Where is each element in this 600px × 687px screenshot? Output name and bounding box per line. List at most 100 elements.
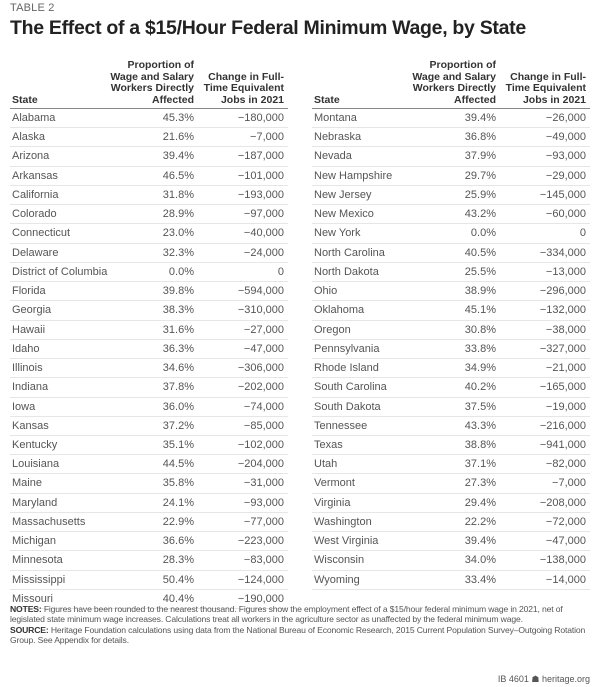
proportion-cell: 29.7% xyxy=(464,169,496,182)
state-cell: Wisconsin xyxy=(314,554,365,567)
proportion-cell: 28.3% xyxy=(162,554,194,567)
table-row: South Dakota 37.5% −19,000 xyxy=(312,398,590,417)
header-state: State xyxy=(314,93,340,106)
proportion-cell: 33.4% xyxy=(464,573,496,586)
change-cell: −7,000 xyxy=(250,131,284,144)
proportion-cell: 35.1% xyxy=(162,438,194,451)
state-cell: Montana xyxy=(314,112,357,124)
state-cell: Missouri xyxy=(12,592,53,605)
proportion-cell: 32.3% xyxy=(162,246,194,259)
header-line: Change in Full- xyxy=(208,70,284,83)
state-cell: Colorado xyxy=(12,208,57,221)
state-cell: Alaska xyxy=(12,131,46,144)
change-cell: 0 xyxy=(277,265,284,278)
table-body: Montana 39.4% −26,000 Nebraska 36.8% −49,000 N… xyxy=(312,109,590,590)
table-header: State Proportion of Wage and Salary Work… xyxy=(312,59,590,109)
proportion-cell: 30.8% xyxy=(464,323,496,336)
state-cell: New Jersey xyxy=(314,188,372,201)
change-cell: −93,000 xyxy=(545,150,586,163)
proportion-cell: 45.3% xyxy=(162,112,194,124)
change-cell: −941,000 xyxy=(539,438,586,451)
change-cell: −310,000 xyxy=(237,304,284,317)
state-cell: Arizona xyxy=(12,150,50,163)
state-cell: Virginia xyxy=(314,496,351,509)
header-line: Wage and Salary xyxy=(110,70,194,83)
report-id: IB 4601 xyxy=(497,674,529,684)
table-row: Idaho 36.3% −47,000 xyxy=(10,340,288,360)
table-row: New Mexico 43.2% −60,000 xyxy=(312,205,590,225)
table-row: New York 0.0% 0 xyxy=(312,224,590,244)
table-left: State Proportion of Wage and Salary Work… xyxy=(10,59,288,610)
change-cell: −60,000 xyxy=(545,208,586,221)
source-label: SOURCE: xyxy=(10,624,49,635)
state-cell: South Carolina xyxy=(314,381,387,394)
table-row: New Jersey 25.9% −145,000 xyxy=(312,186,590,206)
state-cell: Ohio xyxy=(314,285,338,298)
proportion-cell: 39.4% xyxy=(162,150,194,163)
change-cell: −327,000 xyxy=(539,342,586,355)
proportion-cell: 37.8% xyxy=(162,381,194,394)
proportion-cell: 23.0% xyxy=(162,227,194,240)
table-row: Washington 22.2% −72,000 xyxy=(312,513,590,533)
site-link: heritage.org xyxy=(541,674,590,684)
table-row: Mississippi 50.4% −124,000 xyxy=(10,571,288,590)
change-cell: −101,000 xyxy=(237,169,284,182)
state-cell: South Dakota xyxy=(314,400,381,413)
header-line: Workers Directly xyxy=(412,82,496,94)
change-cell: −306,000 xyxy=(237,362,284,375)
table-row: New Hampshire 29.7% −29,000 xyxy=(312,167,590,186)
notes-text: Figures have been rounded to the nearest… xyxy=(10,604,563,625)
change-cell: −77,000 xyxy=(243,515,284,528)
table-row: Nevada 37.9% −93,000 xyxy=(312,147,590,167)
state-cell: Maryland xyxy=(12,496,58,509)
proportion-cell: 35.8% xyxy=(162,477,194,490)
change-cell: −594,000 xyxy=(237,285,284,298)
table-row: North Carolina 40.5% −334,000 xyxy=(312,244,590,263)
table-row: North Dakota 25.5% −13,000 xyxy=(312,263,590,283)
table-row: Alaska 21.6% −7,000 xyxy=(10,128,288,148)
change-cell: −38,000 xyxy=(545,323,586,336)
change-cell: −26,000 xyxy=(545,112,586,124)
state-cell: Kansas xyxy=(12,419,49,432)
state-cell: Nebraska xyxy=(314,131,362,144)
proportion-cell: 43.2% xyxy=(464,208,496,221)
state-cell: Oregon xyxy=(314,323,351,336)
proportion-cell: 37.1% xyxy=(464,458,496,471)
state-cell: Oklahoma xyxy=(314,304,365,317)
proportion-cell: 39.4% xyxy=(464,535,496,548)
proportion-cell: 40.5% xyxy=(464,246,496,259)
table-row: Kansas 37.2% −85,000 xyxy=(10,417,288,436)
proportion-cell: 37.9% xyxy=(464,150,496,163)
source-text: Heritage Foundation calculations using d… xyxy=(10,624,586,646)
change-cell: −202,000 xyxy=(237,381,284,394)
change-cell: −132,000 xyxy=(539,304,586,317)
table-row: Tennessee 43.3% −216,000 xyxy=(312,417,590,436)
proportion-cell: 43.3% xyxy=(464,419,496,432)
notes: NOTES: Figures have been rounded to the … xyxy=(10,604,595,646)
state-cell: Mississippi xyxy=(12,573,66,586)
state-cell: District of Columbia xyxy=(12,265,108,278)
proportion-cell: 45.1% xyxy=(464,304,496,317)
proportion-cell: 46.5% xyxy=(162,169,194,182)
table-row: Vermont 27.3% −7,000 xyxy=(312,474,590,494)
table-row: Illinois 34.6% −306,000 xyxy=(10,359,288,379)
table-row: West Virginia 39.4% −47,000 xyxy=(312,532,590,552)
change-cell: −19,000 xyxy=(545,400,586,413)
change-cell: −180,000 xyxy=(237,112,284,124)
source-paragraph: SOURCE: Heritage Foundation calculations… xyxy=(10,625,595,646)
change-cell: −47,000 xyxy=(545,535,586,548)
state-cell: Iowa xyxy=(12,400,36,413)
proportion-cell: 50.4% xyxy=(162,573,194,586)
state-cell: Washington xyxy=(314,515,372,528)
footer: IB 4601 ☗ heritage.org xyxy=(498,674,590,685)
table-row: Utah 37.1% −82,000 xyxy=(312,455,590,475)
change-cell: −85,000 xyxy=(243,419,284,432)
change-cell: −138,000 xyxy=(539,554,586,567)
change-cell: −83,000 xyxy=(243,554,284,567)
header-line: Affected xyxy=(453,93,496,106)
table-row: Colorado 28.9% −97,000 xyxy=(10,205,288,225)
state-cell: West Virginia xyxy=(314,535,379,548)
table-row: Connecticut 23.0% −40,000 xyxy=(10,224,288,244)
table-row: Delaware 32.3% −24,000 xyxy=(10,244,288,263)
proportion-cell: 40.4% xyxy=(162,592,194,605)
